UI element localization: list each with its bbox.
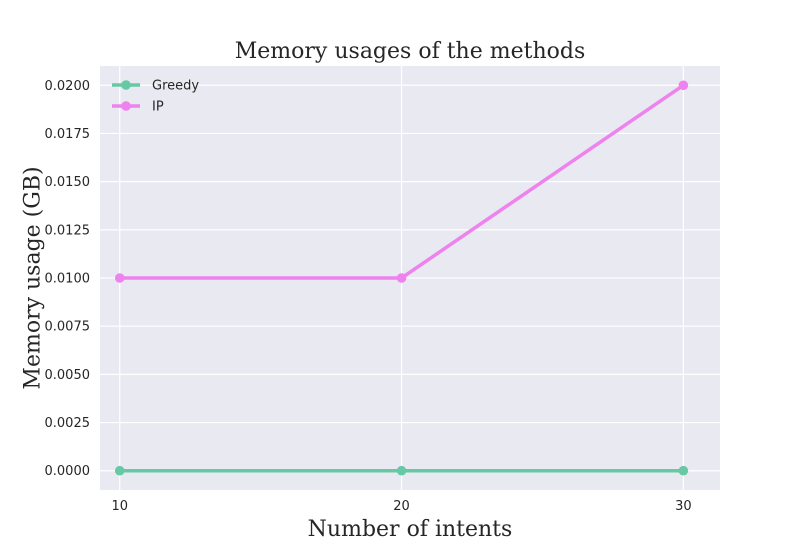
legend-marker-greedy <box>121 80 131 90</box>
y-tick-label: 0.0050 <box>45 368 91 383</box>
legend-item-ip: IP <box>112 100 164 115</box>
legend-marker-ip <box>121 101 131 111</box>
data-point-greedy <box>396 465 407 476</box>
legend-item-greedy: Greedy <box>112 79 199 94</box>
y-tick-label: 0.0000 <box>45 464 91 479</box>
data-point-ip <box>114 273 125 283</box>
y-tick-label: 0.0025 <box>45 416 91 431</box>
data-point-ip <box>678 80 689 91</box>
legend-label-greedy: Greedy <box>152 79 199 94</box>
tick-labels: 0.0000 0.0025 0.0050 0.0075 0.0100 0.0125 0.01… <box>45 79 692 514</box>
x-tick-label: 20 <box>393 499 410 514</box>
y-tick-label: 0.0125 <box>45 223 91 238</box>
x-tick-label: 30 <box>675 499 692 514</box>
data-point-greedy <box>678 465 689 476</box>
chart-title: Memory usages of the methods <box>235 39 585 64</box>
y-tick-label: 0.0100 <box>45 272 91 287</box>
legend: Greedy IP <box>112 79 199 115</box>
series-layer <box>114 80 689 476</box>
data-point-greedy <box>114 465 125 476</box>
data-point-ip <box>396 273 407 283</box>
y-tick-label: 0.0150 <box>45 175 91 190</box>
y-tick-label: 0.0075 <box>45 320 91 335</box>
series-ip <box>114 80 689 283</box>
series-greedy <box>114 465 689 476</box>
x-axis-label: Number of intents <box>308 517 513 542</box>
y-tick-label: 0.0175 <box>45 127 91 142</box>
y-axis-label: Memory usage (GB) <box>21 166 46 389</box>
legend-label-ip: IP <box>152 100 164 115</box>
y-tick-label: 0.0200 <box>45 79 91 94</box>
x-tick-label: 10 <box>111 499 128 514</box>
